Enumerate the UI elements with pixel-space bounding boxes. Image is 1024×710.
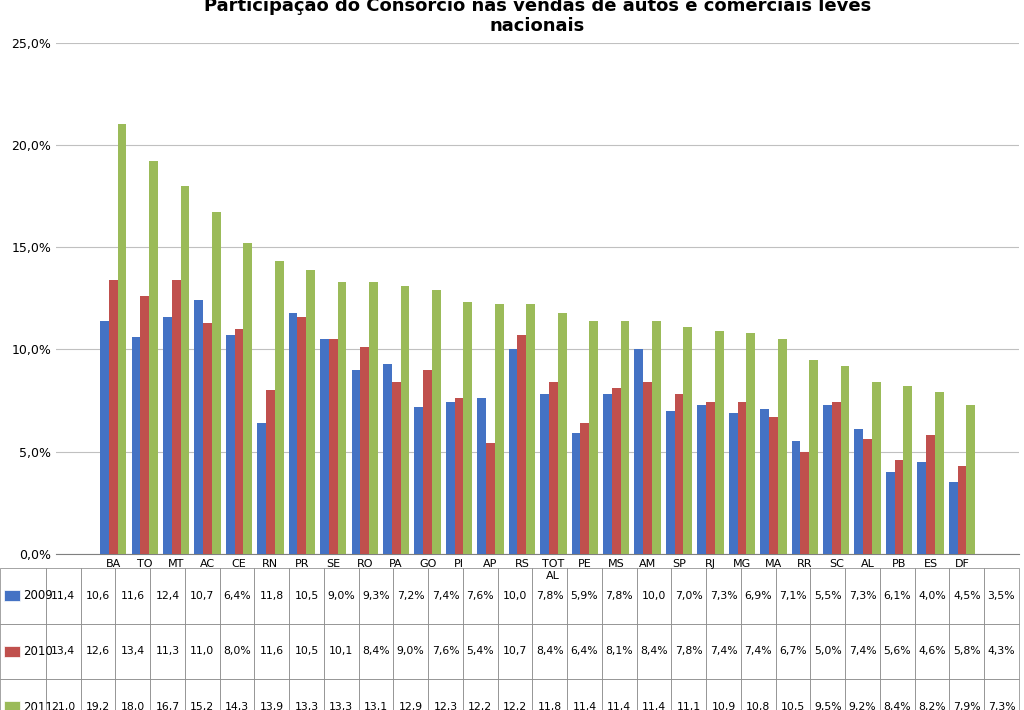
Bar [841,366,849,554]
Bar [652,321,660,554]
Bar [707,403,715,554]
Bar [571,433,581,554]
Bar [109,280,118,554]
Bar [464,302,472,554]
Bar [918,462,926,554]
Text: 2010: 2010 [24,645,53,658]
Bar [306,270,315,554]
Bar [432,290,440,554]
Bar [150,161,158,554]
Bar [666,410,675,554]
Bar [226,335,234,554]
Bar [863,439,872,554]
Bar [683,327,692,554]
Bar [180,186,189,554]
Bar [948,482,957,554]
Bar [581,423,589,554]
Bar [611,388,621,554]
Bar [100,321,109,554]
Bar [540,394,549,554]
Bar [886,472,895,554]
Bar [257,423,266,554]
Bar [369,282,378,554]
Bar [957,466,967,554]
Bar [737,403,746,554]
Text: 2011: 2011 [24,701,53,710]
Bar [400,286,410,554]
Bar [895,460,903,554]
Bar [603,394,611,554]
Bar [621,321,630,554]
Bar [967,405,975,554]
Bar [809,359,818,554]
Bar [778,339,786,554]
Bar [338,282,346,554]
Bar [140,296,150,554]
Bar [715,331,724,554]
Bar [729,413,737,554]
Bar [415,407,423,554]
Bar [195,300,203,554]
Bar [854,429,863,554]
Bar [234,329,244,554]
Bar [289,312,297,554]
Bar [769,417,778,554]
Bar [746,333,755,554]
Bar [823,405,831,554]
Bar [495,305,504,554]
Bar [589,321,598,554]
Bar [297,317,306,554]
Bar [935,392,944,554]
Bar [903,386,912,554]
Bar [486,443,495,554]
Bar [760,409,769,554]
Bar [792,442,801,554]
Title: Participação do Consórcio nas vendas de autos e comerciais leves
nacionais: Participação do Consórcio nas vendas de … [204,0,871,36]
Bar [526,305,536,554]
Bar [517,335,526,554]
Bar [212,212,221,554]
Bar [266,391,274,554]
Bar [675,394,683,554]
Bar [351,370,360,554]
Bar [360,347,369,554]
Bar [509,349,517,554]
Bar [801,452,809,554]
Text: 2009: 2009 [24,589,53,602]
Bar [172,280,180,554]
Bar [131,337,140,554]
Bar [274,261,284,554]
Bar [926,435,935,554]
Bar [643,382,652,554]
Bar [558,312,566,554]
Bar [321,339,329,554]
Bar [872,382,881,554]
Bar [329,339,338,554]
Bar [244,243,252,554]
Bar [455,398,464,554]
Bar [383,364,392,554]
Bar [163,317,172,554]
Bar [203,323,212,554]
Bar [445,403,455,554]
Bar [118,124,127,554]
Bar [549,382,558,554]
Bar [423,370,432,554]
Bar [635,349,643,554]
Bar [831,403,841,554]
Bar [477,398,486,554]
Bar [697,405,707,554]
Bar [392,382,400,554]
